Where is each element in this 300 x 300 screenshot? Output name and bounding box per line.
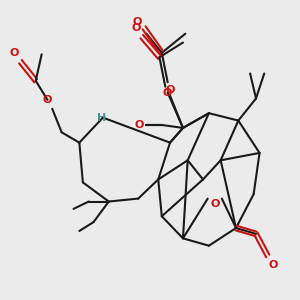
Text: O: O — [163, 88, 172, 98]
Text: O: O — [165, 85, 175, 94]
Text: O: O — [43, 95, 52, 105]
Text: O: O — [131, 23, 141, 33]
Text: H: H — [97, 112, 106, 123]
Text: O: O — [210, 200, 220, 209]
Text: O: O — [135, 120, 144, 130]
Text: O: O — [132, 17, 142, 27]
Text: O: O — [269, 260, 278, 270]
Text: O: O — [10, 48, 19, 58]
